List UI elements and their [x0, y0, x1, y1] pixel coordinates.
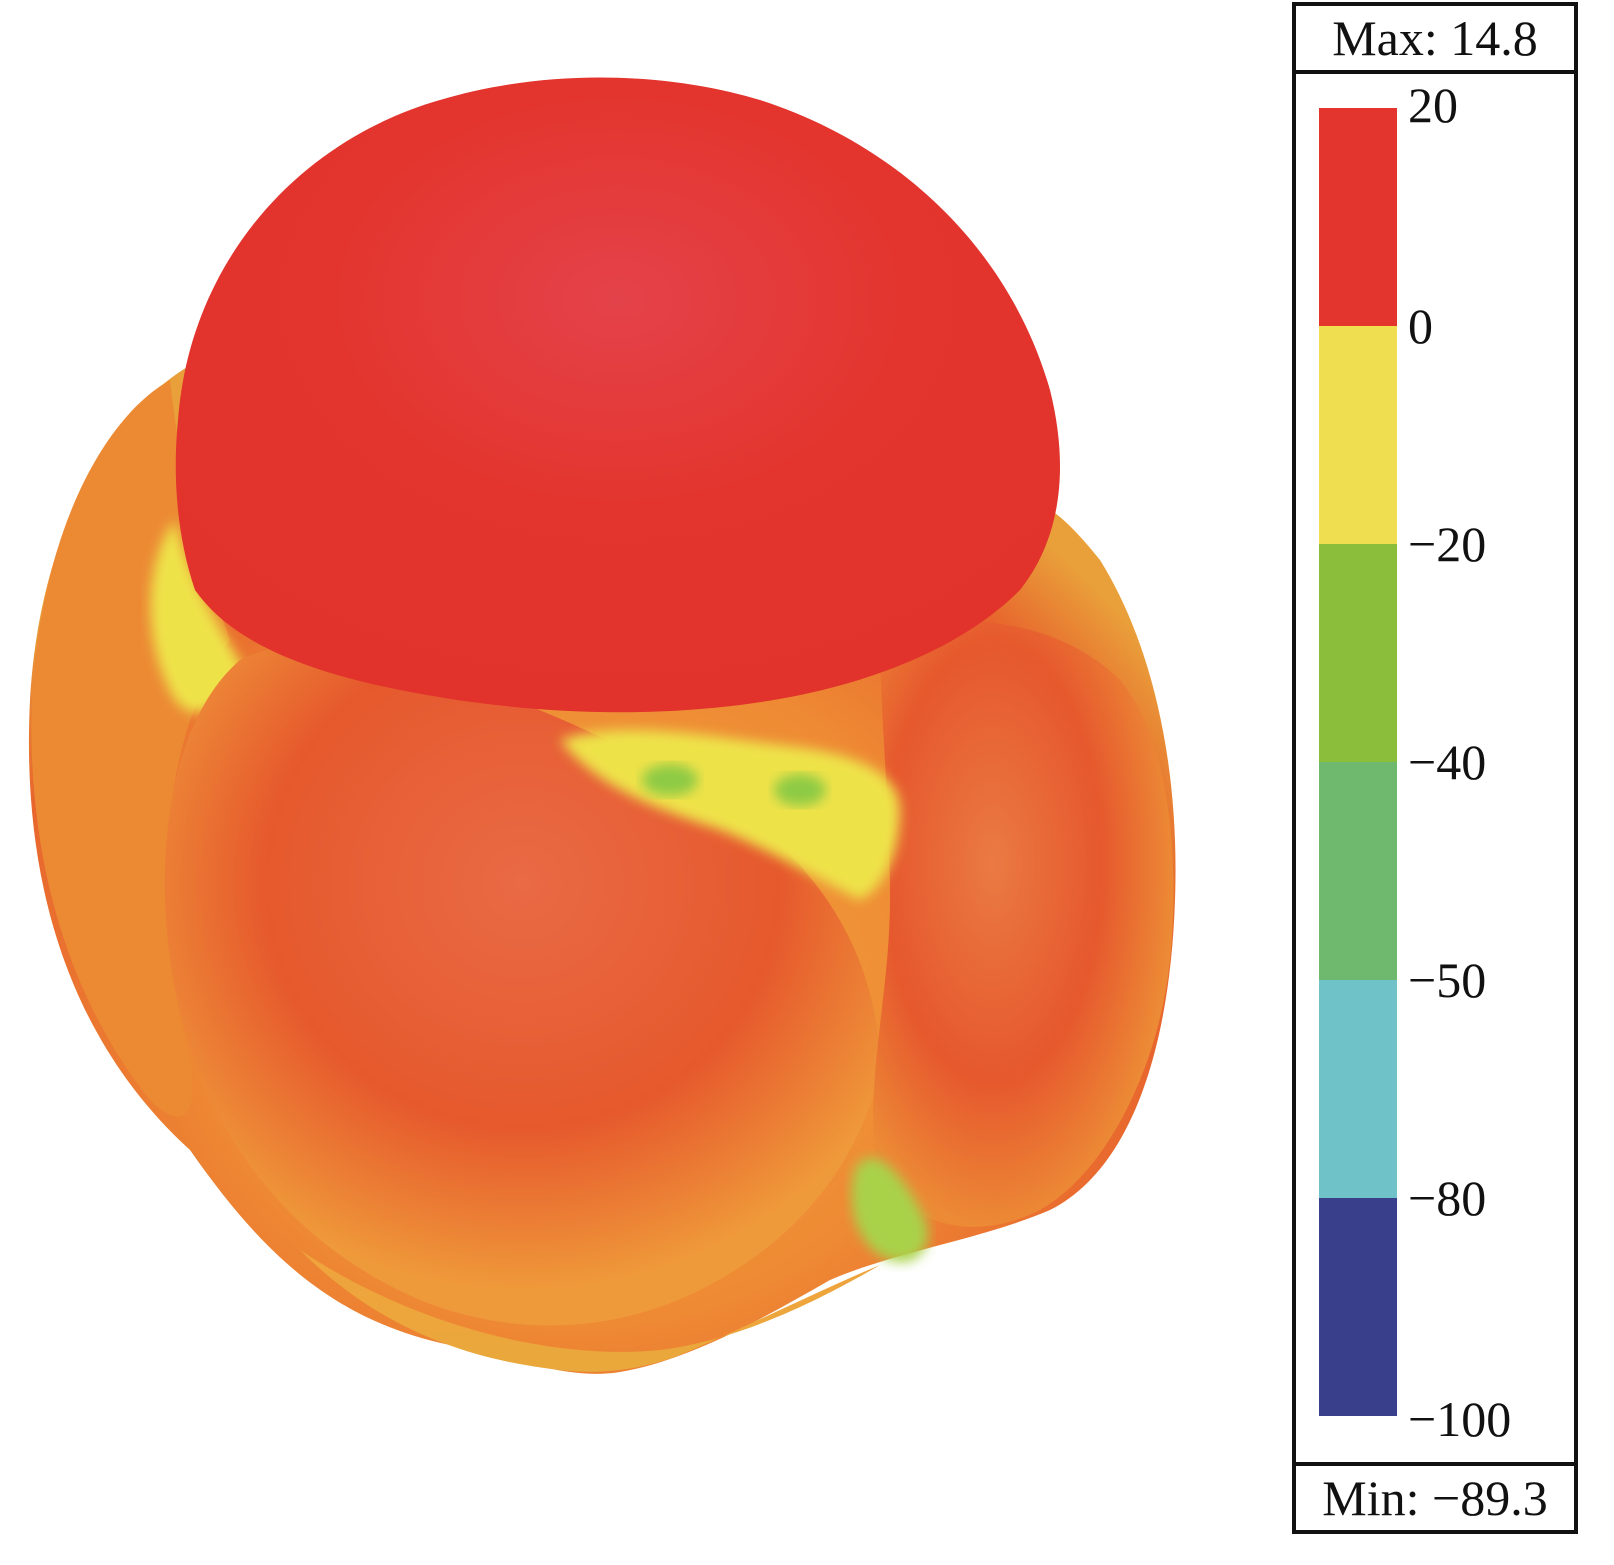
legend-band-3 — [1319, 762, 1397, 980]
legend-tick-label: 0 — [1408, 298, 1433, 354]
pattern-null-region — [560, 730, 900, 900]
legend-band-4 — [1319, 980, 1397, 1198]
legend-tick-label: −80 — [1408, 1170, 1487, 1226]
legend-tick-label: −50 — [1408, 952, 1487, 1008]
pattern-yellow-band-left — [150, 520, 245, 713]
legend-tick-label: −20 — [1408, 516, 1487, 572]
pattern-null-green-1 — [642, 764, 698, 796]
legend-scale: 20 0 −20 −40 −50 −80 −100 — [1296, 74, 1574, 1466]
legend-tick-label: −100 — [1408, 1391, 1512, 1447]
legend-band-0 — [1319, 108, 1397, 326]
legend-tick-label: 20 — [1408, 77, 1458, 133]
pattern-right-lobe — [873, 620, 1174, 1227]
pattern-null-region-lower — [851, 1157, 929, 1262]
color-scale-legend: Max: 14.8 20 0 −20 −40 −50 −80 −100 Min: −89.3 — [1292, 2, 1578, 1534]
legend-band-5 — [1319, 1198, 1397, 1416]
legend-tick-label: −40 — [1408, 734, 1487, 790]
legend-min-label: Min: −89.3 — [1296, 1462, 1574, 1530]
radiation-pattern-3d — [28, 77, 1176, 1374]
pattern-main-lobe — [175, 77, 1060, 713]
pattern-bottom-rim — [300, 1250, 880, 1372]
legend-band-1 — [1319, 326, 1397, 544]
legend-max-label: Max: 14.8 — [1296, 6, 1574, 74]
legend-band-2 — [1319, 544, 1397, 762]
pattern-null-green-2 — [774, 774, 826, 806]
